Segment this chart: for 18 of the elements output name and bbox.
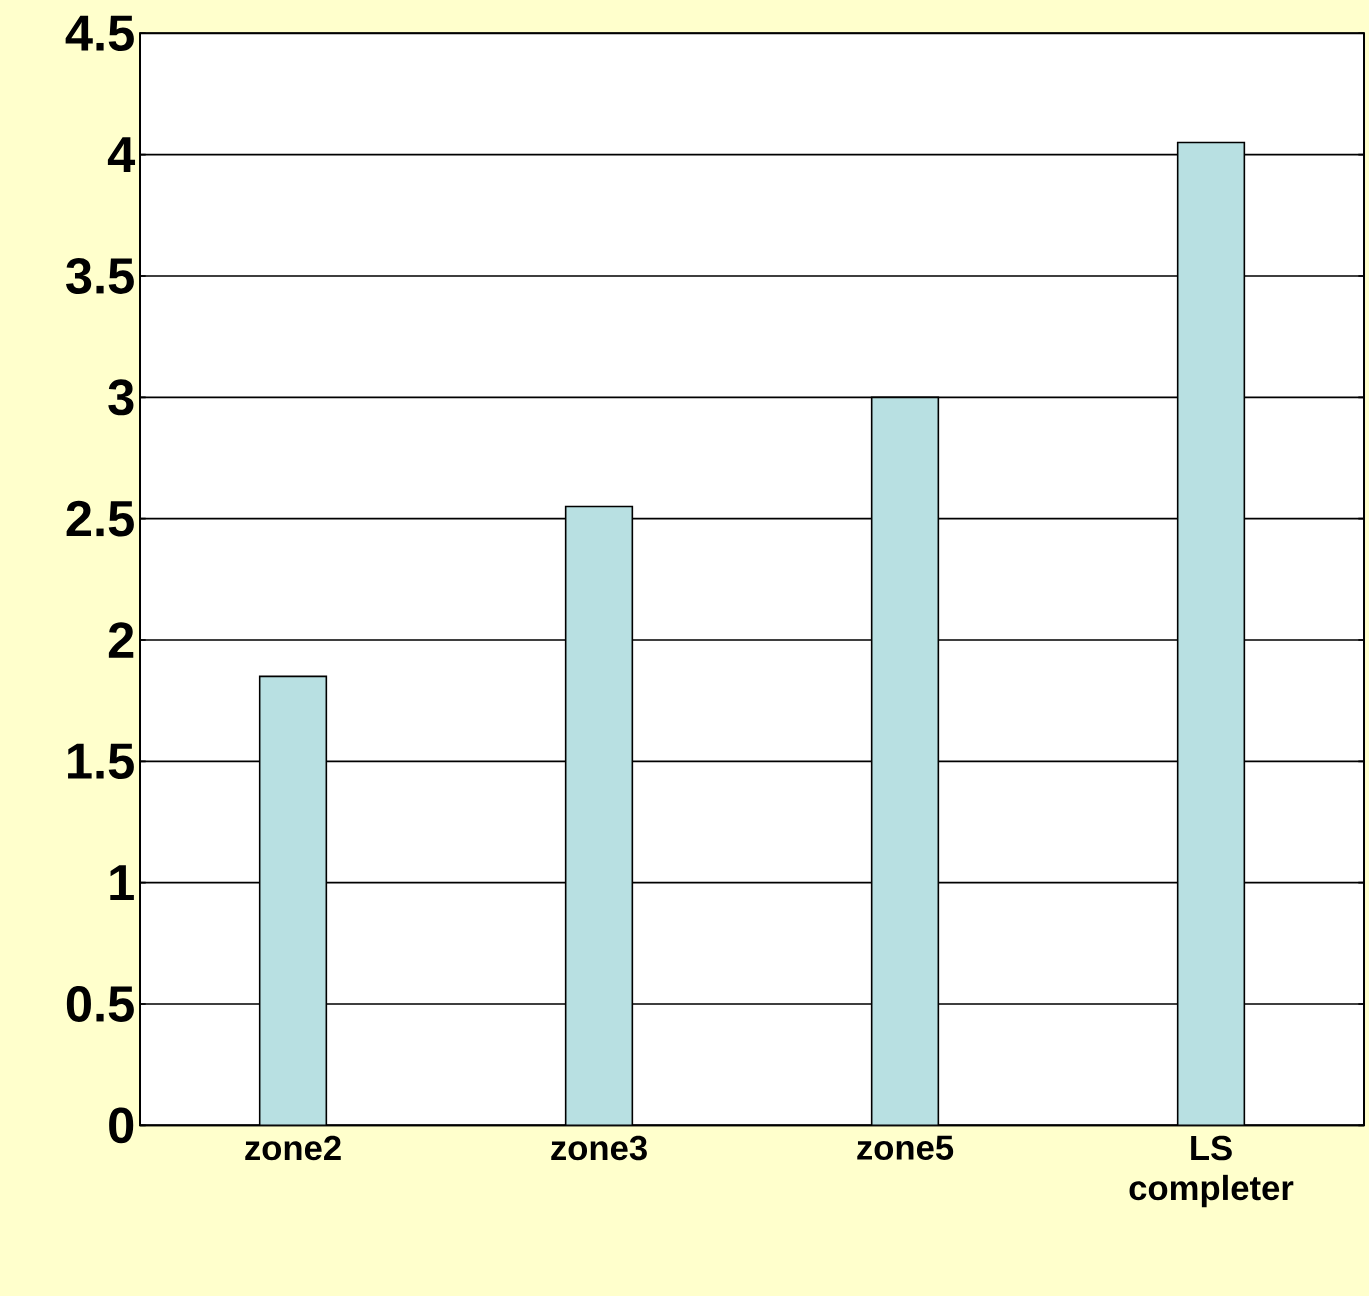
y-tick-label: 0.5 — [66, 986, 134, 1022]
x-tick-label: zone3 — [551, 1135, 647, 1161]
x-tick-label: zone2 — [245, 1135, 341, 1161]
bar — [1176, 141, 1246, 1126]
y-tick-label: 1 — [110, 865, 134, 901]
y-tick-label: 2.5 — [66, 500, 134, 537]
y-tick-label: 2 — [108, 622, 134, 658]
y-tick-label: 1.5 — [68, 743, 134, 780]
y-tick-label: 3 — [108, 379, 134, 416]
bar — [258, 675, 328, 1126]
y-tick-label: 4.5 — [65, 15, 134, 52]
bar — [870, 396, 940, 1126]
x-tick-label: LS completer — [1129, 1135, 1294, 1208]
y-tick-label: 4 — [107, 137, 136, 173]
y-tick-label: 3.5 — [66, 258, 134, 294]
x-tick-label: zone5 — [857, 1135, 954, 1160]
bar — [564, 505, 634, 1126]
y-tick-label: 0 — [109, 1107, 134, 1144]
